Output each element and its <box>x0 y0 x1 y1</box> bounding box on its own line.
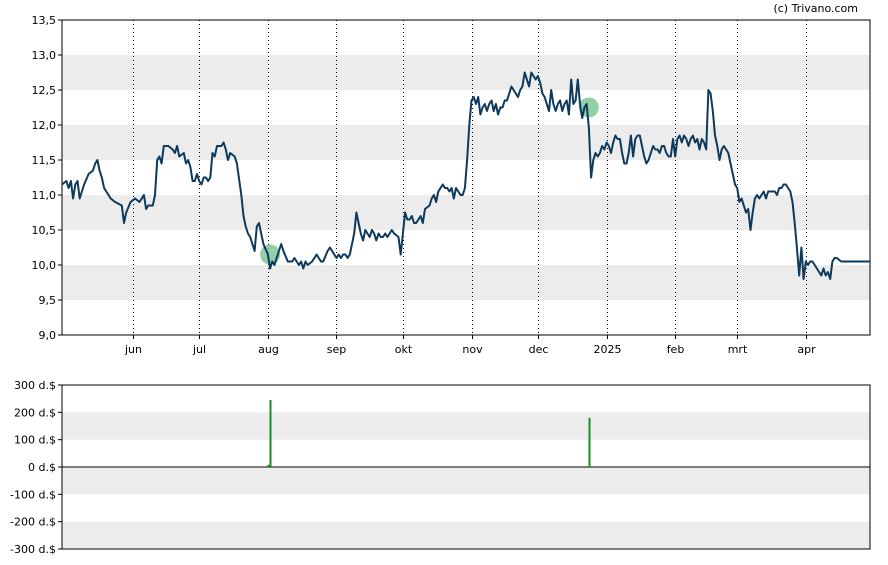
y-tick-label: 11,0 <box>32 189 57 202</box>
grid-band <box>62 412 870 440</box>
y-tick-label: 11,5 <box>32 154 57 167</box>
y-tick-label: 200 d.$ <box>14 406 56 419</box>
x-tick-label: sep <box>327 343 346 356</box>
x-tick-label: jun <box>124 343 142 356</box>
y-tick-label: 9,5 <box>39 294 57 307</box>
volume-chart: 300 d.$ 200 d.$ 100 d.$ 0 d.$ -100 d.$ -200 d… <box>10 379 871 556</box>
grid-band <box>62 467 870 495</box>
x-tick-label: nov <box>462 343 483 356</box>
y-tick-label: 300 d.$ <box>14 379 56 392</box>
x-tick-label: dec <box>529 343 549 356</box>
y-tick-label: 13,0 <box>32 49 57 62</box>
y-tick-label: 0 d.$ <box>28 461 56 474</box>
x-tick-label: jul <box>192 343 206 356</box>
grid-band <box>62 125 870 160</box>
x-tick-label: okt <box>395 343 413 356</box>
y-tick-label: -100 d.$ <box>10 488 56 501</box>
price-line <box>61 71 870 280</box>
x-tick-label: apr <box>797 343 816 356</box>
y-tick-label: 12,5 <box>32 84 57 97</box>
x-tick-label: 2025 <box>594 343 622 356</box>
price-chart: 9,0 9,5 10,0 10,5 11,0 11,5 12,0 12,5 13,0 13,5 ju… <box>32 14 871 356</box>
y-tick-label: 10,0 <box>32 259 57 272</box>
grid-band <box>62 55 870 90</box>
x-tick-label: aug <box>258 343 279 356</box>
y-tick-label: -300 d.$ <box>10 543 56 556</box>
y-tick-label: 12,0 <box>32 119 57 132</box>
grid-band <box>62 265 870 300</box>
y-tick-label: 10,5 <box>32 224 57 237</box>
plot-frame <box>61 19 871 336</box>
y-tick-label: 100 d.$ <box>14 434 56 447</box>
x-tick-label: feb <box>667 343 685 356</box>
grid-band <box>62 195 870 230</box>
y-tick-label: -200 d.$ <box>10 516 56 529</box>
grid-band <box>62 521 870 549</box>
y-tick-label: 13,5 <box>32 14 57 27</box>
x-tick-label: mrt <box>728 343 748 356</box>
y-tick-label: 9,0 <box>39 329 57 342</box>
copyright-text: (c) Trivano.com <box>773 2 858 15</box>
